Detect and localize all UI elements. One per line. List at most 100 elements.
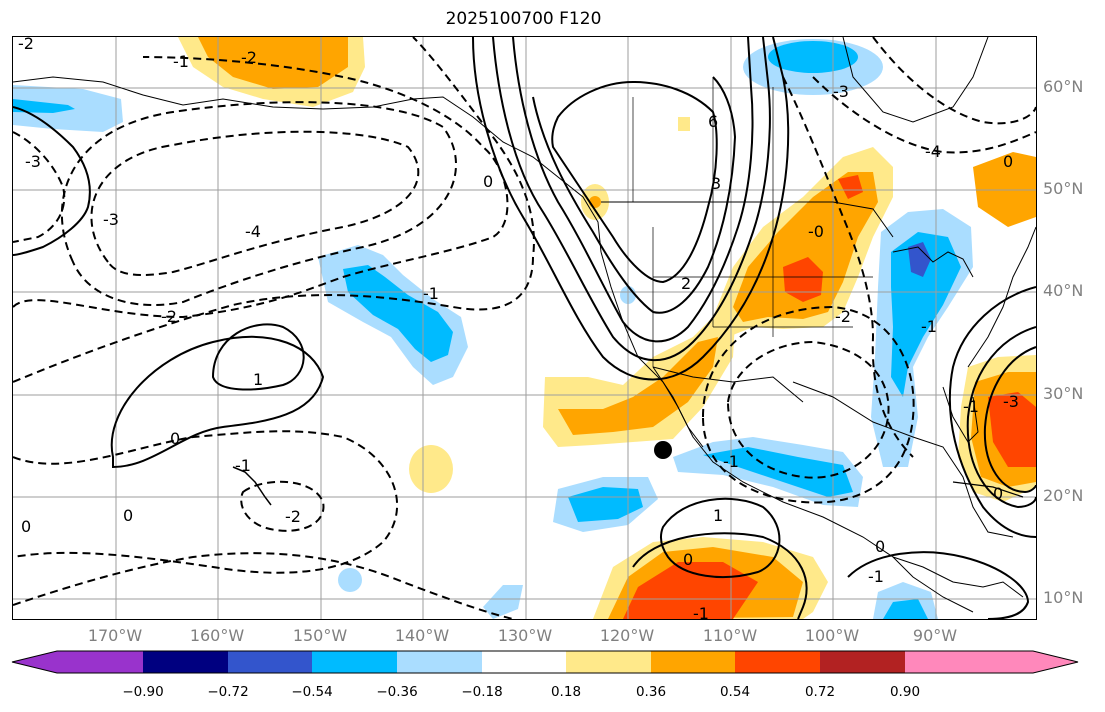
shade-gulf-red — [988, 392, 1036, 467]
contour-label: -4 — [925, 142, 941, 161]
colorbar-segment — [566, 651, 651, 673]
colorbar-segment — [312, 651, 397, 673]
colorbar-segment — [735, 651, 820, 673]
lon-label-90w: 90°W — [912, 626, 958, 645]
coast-west-na — [600, 251, 974, 613]
colorbar-segment — [820, 651, 905, 673]
contour-label: 0 — [123, 506, 133, 525]
shaded-anomalies — [13, 37, 1036, 619]
map-canvas: -2 -1 -2 -4 -3 -2 -1 0 1 0 -1 -2 0 3 6 2… — [13, 37, 1036, 619]
colorbar-tick-label: 0.72 — [804, 684, 836, 700]
contour-label: -2 — [241, 48, 257, 67]
lat-label-60n: 60°N — [1043, 77, 1084, 96]
lat-label-40n: 40°N — [1043, 281, 1084, 300]
colorbar-segment — [482, 651, 566, 673]
colorbar-tick-label: 0.36 — [635, 684, 667, 700]
contour-label: -1 — [423, 284, 439, 303]
contour-far-west-cluster-2 — [13, 131, 66, 243]
lon-label-150w: 150°W — [292, 626, 348, 645]
contour-label: 3 — [711, 174, 721, 193]
contour-trough-neg-1 — [726, 340, 890, 479]
contour-ridge-3 — [532, 76, 737, 314]
border-states — [652, 202, 873, 367]
shade-top-blue-2 — [768, 41, 858, 73]
lat-label-30n: 30°N — [1043, 384, 1084, 403]
contour-label: 0 — [993, 484, 1003, 503]
contour-pos-0 — [110, 335, 325, 469]
contour-label: 2 — [681, 274, 691, 293]
contour-label: 0 — [1003, 152, 1013, 171]
coast-gulf — [792, 381, 1014, 538]
shade-central-blue — [343, 265, 453, 362]
contour-label: 0 — [21, 517, 31, 536]
colorbar-segment — [143, 651, 228, 673]
contour-tropics-pos-0 — [632, 532, 808, 619]
contour-label: -2 — [18, 37, 34, 53]
colorbar-tick-label: 0.90 — [889, 684, 921, 700]
contour-ridge-2 — [512, 37, 754, 343]
contour-label: 0 — [875, 537, 885, 556]
shade-south-blue — [568, 487, 643, 522]
colorbar-tick-label: −0.90 — [122, 684, 164, 700]
contour-label: -3 — [103, 210, 119, 229]
shade-east-midblue — [908, 242, 931, 277]
shade-subtropic-orange — [558, 337, 718, 435]
colorbar-segment — [905, 651, 1033, 673]
coast-great-lakes — [892, 246, 974, 278]
contour-trough-neg-5 — [872, 37, 1036, 125]
shade-plains-red-2 — [838, 175, 863, 199]
contour-label: 0 — [170, 429, 180, 448]
contour-neg-3 — [60, 101, 457, 306]
map-panel: -2 -1 -2 -4 -3 -2 -1 0 1 0 -1 -2 0 3 6 2… — [12, 36, 1037, 620]
coast-baja — [652, 366, 704, 448]
contour-neg-4 — [90, 130, 420, 276]
contour-trough-neg-2 — [701, 305, 915, 504]
colorbar-extend-min — [12, 651, 57, 673]
contour-label: -1 — [235, 456, 251, 475]
lat-label-10n: 10°N — [1043, 588, 1084, 607]
coast-alaska — [13, 76, 602, 253]
lat-label-50n: 50°N — [1043, 179, 1084, 198]
contour-far-west-cluster-1 — [13, 106, 91, 256]
coast-central-america — [892, 556, 1024, 598]
contour-label: 6 — [708, 112, 718, 131]
contour-label: 0 — [483, 172, 493, 191]
contour-pos-1 — [211, 323, 305, 391]
contour-0-bottom — [13, 552, 514, 619]
shade-plains-orange — [733, 172, 878, 322]
colorbar-tick-label: −0.36 — [376, 684, 418, 700]
contour-label: -0 — [808, 222, 824, 241]
contours — [13, 37, 1036, 619]
colorbar-tick-label: −0.54 — [291, 684, 333, 700]
contour-label: 1 — [253, 370, 263, 389]
contour-trough-neg-3 — [782, 76, 914, 458]
contour-east-pos-3 — [948, 286, 1036, 538]
contour-tropics-pos-1 — [659, 497, 781, 578]
coast-east — [967, 226, 1036, 368]
coast-cuba — [952, 481, 1024, 498]
contour-trough-neg-4 — [812, 76, 1036, 154]
colorbar — [11, 650, 1079, 674]
colorbar-tick-label: 0.54 — [719, 684, 751, 700]
colorbar-segment — [228, 651, 312, 673]
map-title: 2025100700 F120 — [445, 9, 602, 29]
contour-label: -4 — [245, 222, 261, 241]
contour-label: -1 — [868, 567, 884, 586]
colorbar-tick-label: −0.72 — [207, 684, 249, 700]
lon-label-140w: 140°W — [394, 626, 450, 645]
colorbar-tick-label: 0.18 — [550, 684, 582, 700]
shade-sw-lightblue — [338, 568, 362, 592]
contour-label: -3 — [833, 82, 849, 101]
lon-label-110w: 110°W — [702, 626, 758, 645]
colorbar-segment — [651, 651, 735, 673]
location-marker — [654, 441, 672, 459]
lon-label-130w: 130°W — [497, 626, 553, 645]
contour-neg-1 — [13, 37, 535, 383]
contour-ridge-1 — [492, 37, 771, 362]
contour-labels: -2 -1 -2 -4 -3 -2 -1 0 1 0 -1 -2 0 3 6 2… — [18, 37, 1019, 619]
lon-label-170w: 170°W — [87, 626, 143, 645]
contour-ridge-0 — [472, 37, 790, 381]
contour-label: -3 — [25, 152, 41, 171]
contour-tropics-neg-2 — [240, 480, 325, 532]
coast-hudson — [842, 37, 989, 123]
